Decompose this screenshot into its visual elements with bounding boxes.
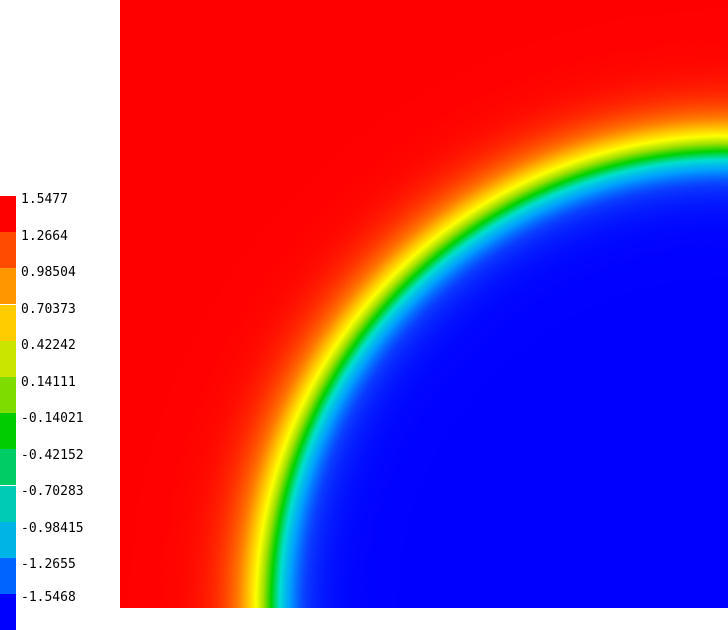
color-legend: 1.5477 1.2664 0.98504 0.70373 0.42242 0.14111… — [0, 192, 120, 630]
legend-color-band — [0, 196, 16, 232]
legend-tick-label: -1.5468 — [21, 590, 76, 605]
legend-tick-label: 0.42242 — [21, 338, 76, 353]
legend-color-band — [0, 485, 16, 522]
legend-color-band — [0, 594, 16, 630]
legend-color-band — [0, 304, 16, 341]
legend-color-band — [0, 268, 16, 305]
legend-color-band — [0, 340, 16, 377]
legend-color-band — [0, 232, 16, 269]
legend-tick-label: -0.14021 — [21, 411, 84, 426]
legend-tick-label: 0.14111 — [21, 374, 76, 390]
legend-tick-label: 0.70373 — [21, 301, 76, 317]
legend-color-band — [0, 413, 16, 450]
legend-tick-label: 1.2664 — [21, 228, 68, 244]
legend-tick-label: -0.70283 — [21, 484, 84, 499]
legend-tick-label: -0.98415 — [21, 520, 84, 536]
legend-color-band — [0, 449, 16, 486]
legend-color-band — [0, 377, 16, 413]
legend-tick-label: -0.42152 — [21, 447, 84, 463]
contour-field-plot[interactable] — [120, 0, 728, 608]
legend-color-band — [0, 558, 16, 594]
legend-tick-label: 1.5477 — [21, 192, 68, 207]
legend-tick-label: -1.2655 — [21, 557, 76, 572]
legend-tick-label: 0.98504 — [21, 265, 76, 280]
legend-color-band — [0, 521, 16, 558]
